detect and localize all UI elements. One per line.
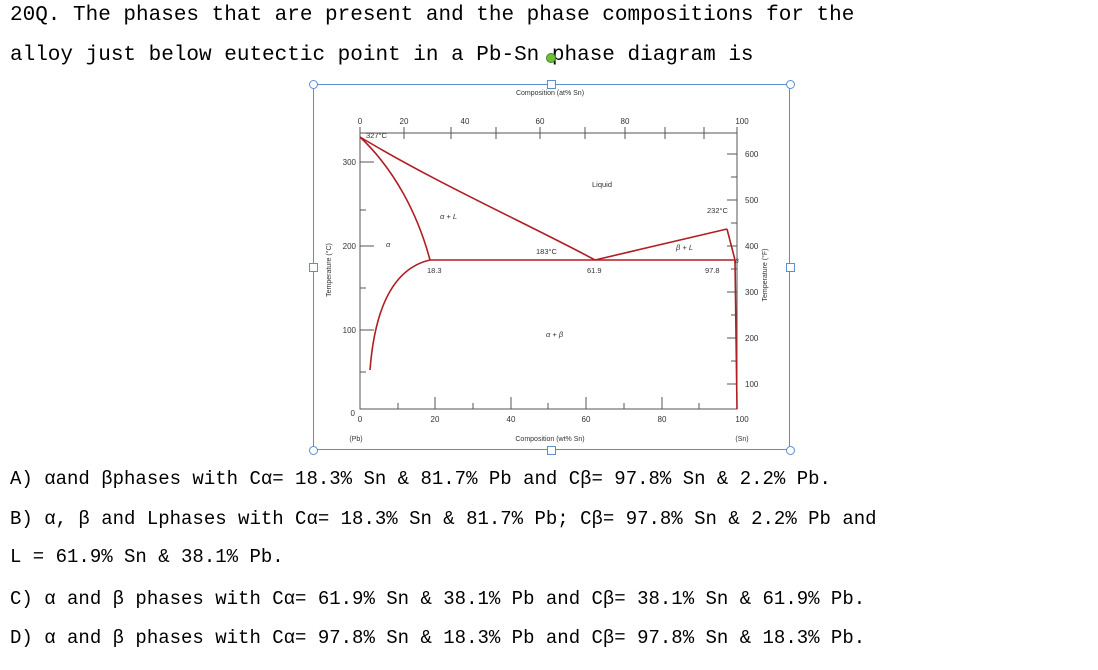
option-d: D) α and β phases with Cα= 97.8% Sn & 18…	[10, 627, 866, 649]
option-b-line-2: L = 61.9% Sn & 38.1% Pb.	[10, 546, 284, 568]
question-line-2: alloy just below eutectic point in a Pb-…	[10, 44, 754, 67]
option-a: A) αand βphases with Cα= 18.3% Sn & 81.7…	[10, 468, 831, 490]
option-b-line-1: B) α, β and Lphases with Cα= 18.3% Sn & …	[10, 508, 877, 530]
resize-handle-middle-right[interactable]	[786, 263, 795, 272]
resize-handle-top-right[interactable]	[786, 80, 795, 89]
resize-handle-bottom-right[interactable]	[786, 446, 795, 455]
resize-handle-top-left[interactable]	[309, 80, 318, 89]
resize-handle-middle-left[interactable]	[309, 263, 318, 272]
option-c: C) α and β phases with Cα= 61.9% Sn & 38…	[10, 588, 866, 610]
image-selection-frame[interactable]	[313, 84, 790, 450]
rotate-handle[interactable]	[546, 53, 556, 63]
resize-handle-bottom-middle[interactable]	[547, 446, 556, 455]
resize-handle-bottom-left[interactable]	[309, 446, 318, 455]
resize-handle-top-middle[interactable]	[547, 80, 556, 89]
question-line-1: 20Q. The phases that are present and the…	[10, 4, 855, 27]
